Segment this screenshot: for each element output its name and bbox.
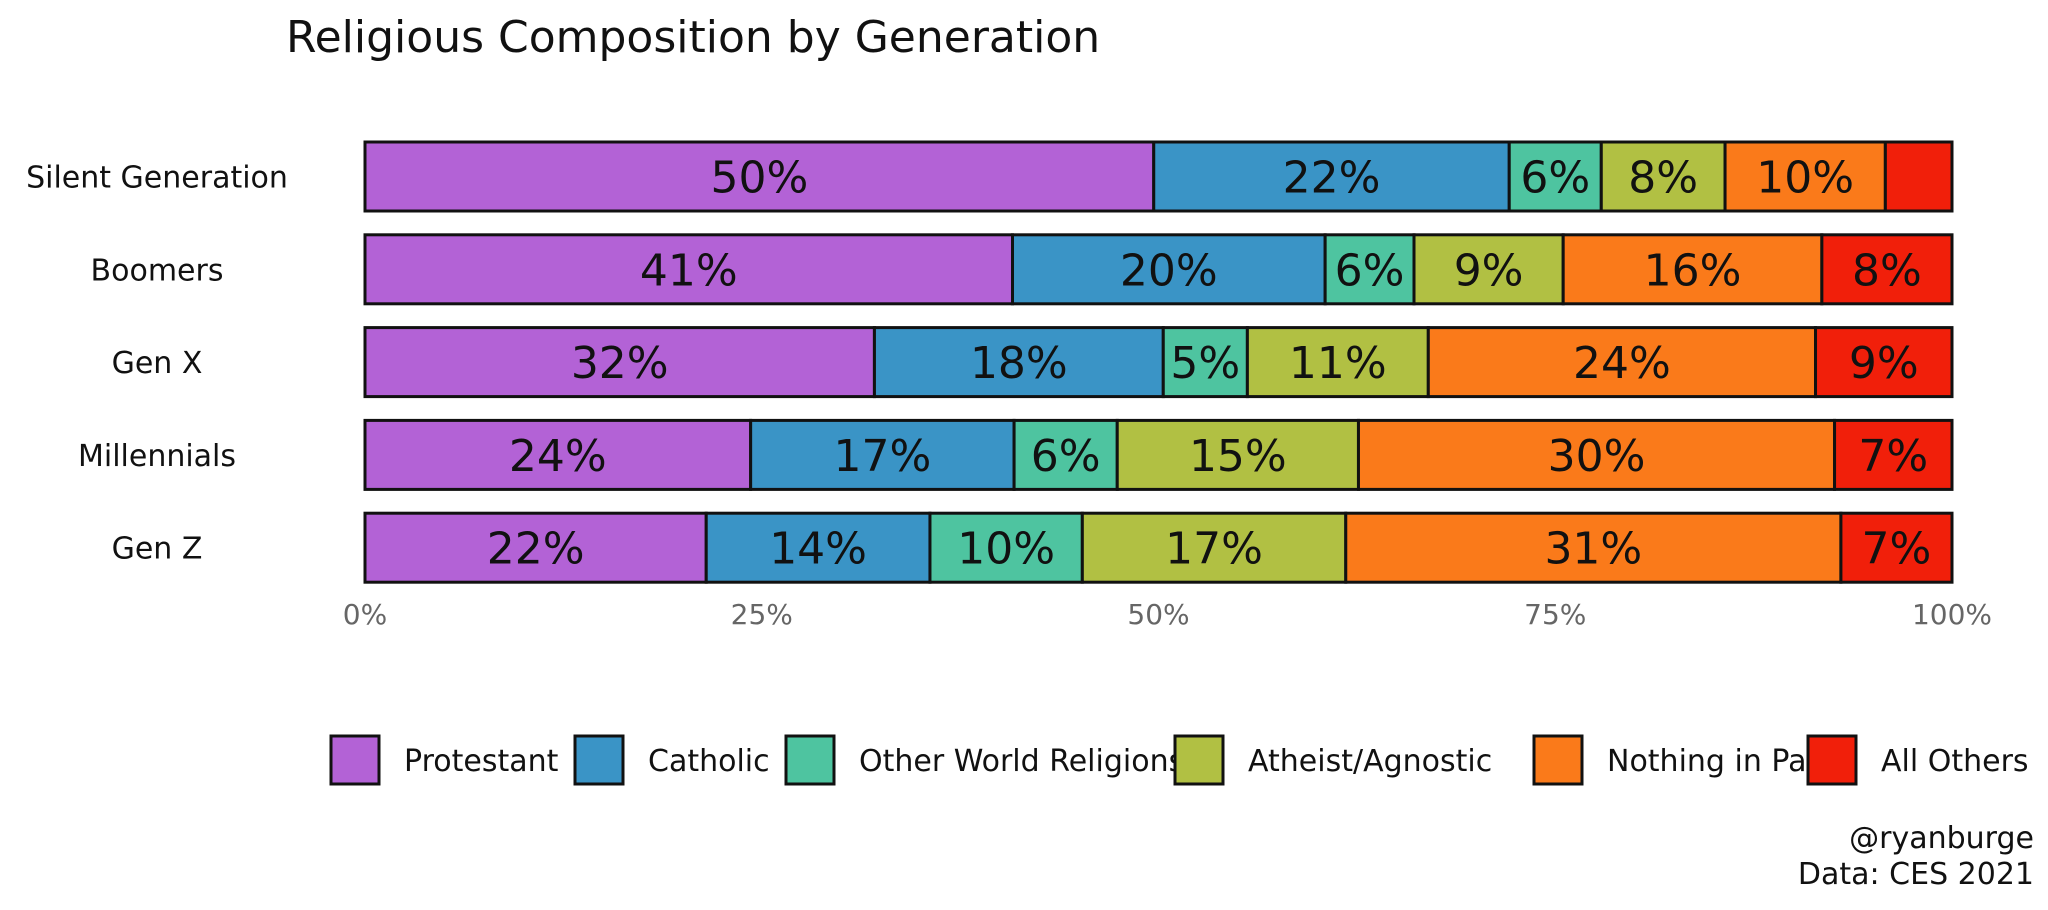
caption-author: @ryanburge [1849,821,2034,856]
data-label-millennials-protestant: 24% [509,431,607,482]
bar-segment-gen-z-nothing-in-part [1344,511,1843,584]
bar-segment-silent-generation-other-world-religions [1507,140,1603,213]
x-tick-label: 100% [1912,598,1992,631]
bar-segment-gen-x-other-world-religions [1161,326,1249,399]
data-label-gen-z-nothing-in-part: 31% [1544,524,1642,575]
data-label-gen-z-atheist-agnostic: 17% [1165,524,1263,575]
data-label-boomers-all-others: 8% [1852,245,1922,296]
data-label-gen-z-catholic: 14% [769,524,867,575]
category-label-boomers: Boomers [91,253,224,288]
data-label-millennials-catholic: 17% [833,431,931,482]
bar-segment-silent-generation-all-others [1883,140,1954,213]
legend-label-all-others: All Others [1881,744,2029,779]
bar-segment-silent-generation-protestant [363,140,1156,213]
bar-segment-gen-z-atheist-agnostic [1080,511,1348,584]
data-label-gen-x-all-others: 9% [1849,338,1919,389]
bar-segment-gen-x-protestant [363,326,876,399]
data-label-gen-x-atheist-agnostic: 11% [1289,338,1387,389]
data-label-gen-z-all-others: 7% [1862,524,1932,575]
bar-segment-millennials-nothing-in-part [1356,418,1837,491]
category-label-gen-x: Gen X [112,346,203,381]
data-label-gen-x-protestant: 32% [571,338,669,389]
bar-segment-gen-z-all-others [1839,511,1954,584]
bar-segment-millennials-protestant [363,418,753,491]
legend-swatch-other-world-religions [784,734,836,786]
data-label-millennials-other-world-religions: 6% [1031,431,1101,482]
data-label-millennials-all-others: 7% [1858,431,1928,482]
bar-segment-gen-x-nothing-in-part [1426,326,1818,399]
bar-segment-gen-z-catholic [704,511,932,584]
bar-segment-silent-generation-nothing-in-part [1723,140,1887,213]
bar-segment-gen-x-catholic [872,326,1165,399]
bar-segment-boomers-nothing-in-part [1561,233,1824,306]
x-tick-label: 25% [731,598,793,631]
bar-segment-millennials-other-world-religions [1012,418,1119,491]
data-label-gen-x-other-world-religions: 5% [1170,338,1240,389]
data-label-millennials-atheist-agnostic: 15% [1189,431,1287,482]
legend: Protestant Catholic Other World Religions A… [329,734,2029,786]
legend-label-other-world-religions: Other World Religions [859,744,1184,779]
data-label-boomers-nothing-in-part: 16% [1644,245,1742,296]
caption-source: Data: CES 2021 [1798,857,2034,892]
data-label-silent-generation-other-world-religions: 6% [1520,153,1590,204]
bar-segment-boomers-all-others [1820,233,1954,306]
category-label-gen-z: Gen Z [112,532,203,567]
legend-label-catholic: Catholic [648,744,770,779]
bar-segment-boomers-protestant [363,233,1014,306]
legend-swatch-all-others [1806,734,1858,786]
bar-segment-boomers-atheist-agnostic [1412,233,1565,306]
data-label-boomers-atheist-agnostic: 9% [1454,245,1524,296]
category-label-silent-generation: Silent Generation [26,161,288,196]
bar-segment-silent-generation-catholic [1152,140,1511,213]
bar-segment-boomers-other-world-religions [1323,233,1416,306]
data-label-boomers-other-world-religions: 6% [1335,245,1405,296]
data-label-boomers-protestant: 41% [640,245,738,296]
x-tick-label: 0% [343,598,387,631]
data-label-silent-generation-catholic: 22% [1283,153,1381,204]
data-label-gen-x-nothing-in-part: 24% [1573,338,1671,389]
bar-segment-millennials-atheist-agnostic [1115,418,1360,491]
data-label-gen-z-other-world-religions: 10% [957,524,1055,575]
data-label-millennials-nothing-in-part: 30% [1548,431,1646,482]
bar-segment-millennials-all-others [1833,418,1954,491]
bar-segment-millennials-catholic [749,418,1016,491]
data-label-silent-generation-protestant: 50% [710,153,808,204]
bar-segment-gen-x-all-others [1814,326,1954,399]
data-label-silent-generation-nothing-in-part: 10% [1756,153,1854,204]
x-tick-label: 75% [1524,598,1586,631]
x-tick-label: 50% [1127,598,1189,631]
data-label-boomers-catholic: 20% [1120,245,1218,296]
legend-label-nothing-in-part: Nothing in Part. [1607,744,1840,779]
legend-label-atheist-agnostic: Atheist/Agnostic [1248,744,1492,779]
category-label-millennials: Millennials [78,439,236,474]
data-label-silent-generation-atheist-agnostic: 8% [1628,153,1698,204]
x-axis-ticks: 0% 25% 50% 75% 100% [343,598,1992,631]
bars-group: Silent Generation 50% 22% 6% 8% 10% Boomers 41%… [26,140,1954,584]
bar-segment-boomers-catholic [1010,233,1327,306]
legend-swatch-catholic [573,734,625,786]
data-label-gen-z-protestant: 22% [487,524,585,575]
chart-title: Religious Composition by Generation [286,12,1100,63]
data-label-gen-x-catholic: 18% [970,338,1068,389]
legend-swatch-nothing-in-part [1532,734,1584,786]
legend-swatch-protestant [329,734,381,786]
legend-swatch-atheist-agnostic [1173,734,1225,786]
legend-label-protestant: Protestant [404,744,559,779]
